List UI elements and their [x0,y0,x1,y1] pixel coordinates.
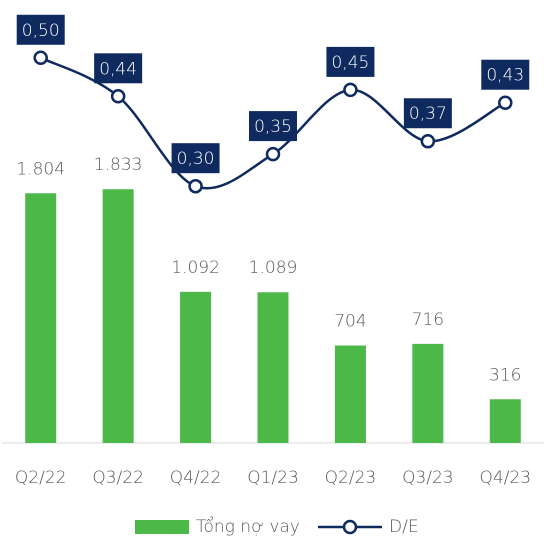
line-point [33,50,48,66]
line-point [110,89,126,104]
bar [412,343,444,443]
line-value-label: 0,45 [331,53,369,73]
value-label-box [481,59,530,90]
bar-value-label: 704 [334,312,366,332]
legend-swatch [135,520,189,534]
bar-value-label: 1.092 [171,258,220,278]
x-tick-label: Q1/23 [247,468,299,488]
bar [102,189,134,443]
value-label-box [16,14,65,45]
value-label-box [171,143,220,174]
line-point [420,133,436,149]
bar [257,292,289,443]
line-value-label: 0,30 [177,149,215,169]
value-label-box [249,111,297,142]
x-tick-label: Q3/23 [402,468,454,488]
legend-marker [342,519,358,535]
bar [334,345,366,443]
line-value-label: 0,35 [254,117,292,137]
bar-value-label: 1.089 [249,258,298,278]
value-label-box [403,98,452,129]
line-point [265,146,281,162]
legend-label: Tổng nợ vay [196,515,300,537]
bar [180,291,212,443]
line-value-label: 0,37 [409,104,447,124]
bar-value-label: 1.833 [94,155,143,175]
line-value-label: 0,44 [99,59,137,79]
line-point [188,178,203,194]
x-tick-label: Q4/23 [480,468,532,488]
x-tick-label: Q4/22 [170,468,222,488]
x-tick-label: Q2/23 [325,468,377,488]
line-point [343,82,358,98]
line-value-label: 0,43 [486,66,524,86]
line-point [498,95,513,110]
bar-value-label: 716 [412,310,444,330]
value-label-box [326,46,375,77]
x-tick-label: Q2/22 [15,468,67,488]
legend-label: D/E [389,517,419,537]
value-label-box [94,53,143,84]
line-value-label: 0,50 [22,21,60,41]
bar-value-label: 316 [489,365,521,385]
bar [25,193,57,443]
bar-value-label: 1.804 [16,159,65,179]
x-tick-label: Q3/22 [92,468,144,488]
bar [489,399,521,443]
